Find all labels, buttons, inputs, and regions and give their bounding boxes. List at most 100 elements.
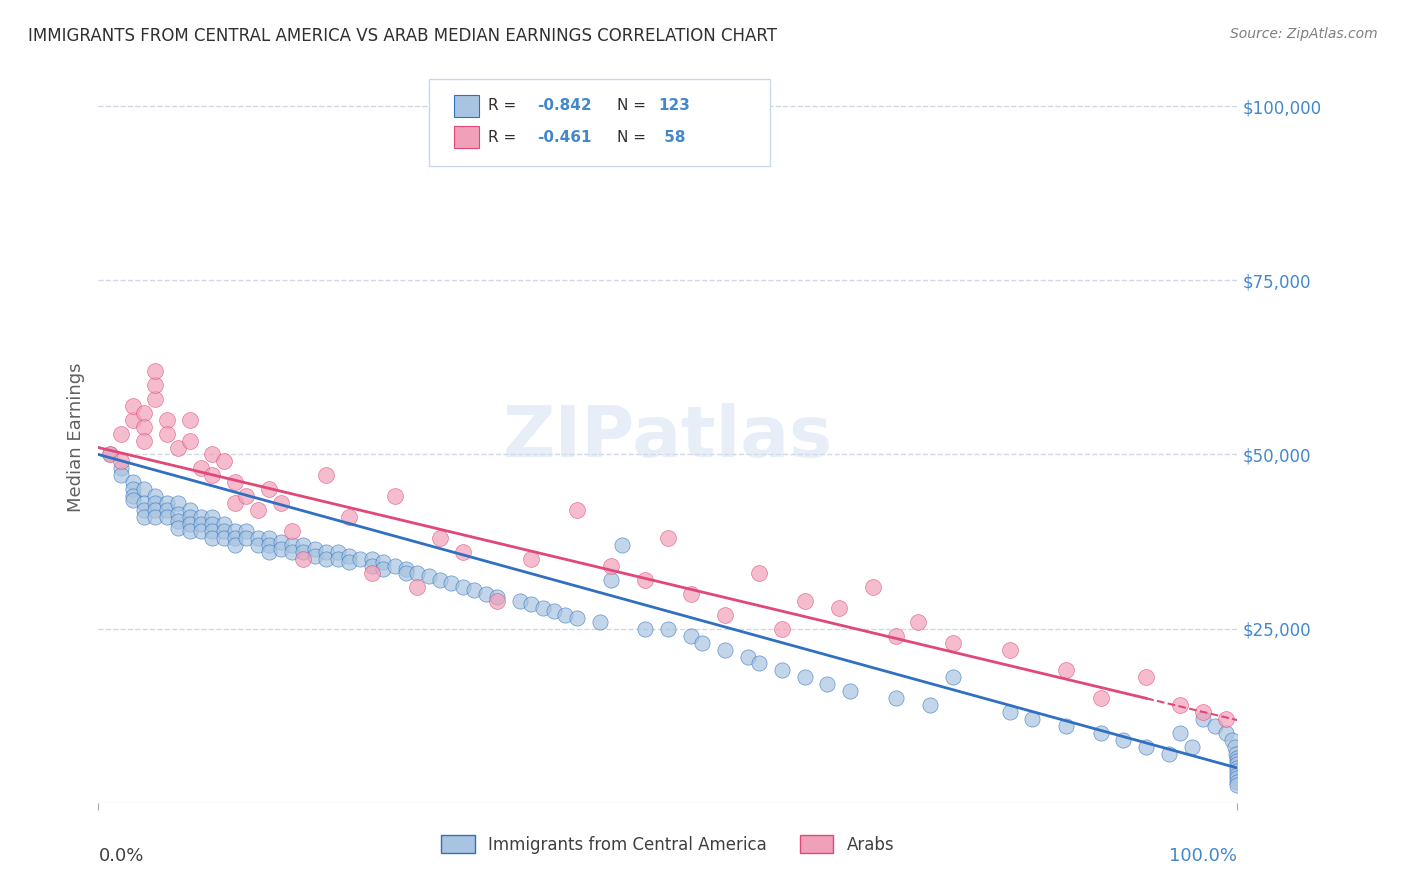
Point bbox=[440, 576, 463, 591]
Point bbox=[1192, 712, 1215, 726]
Point bbox=[509, 594, 531, 608]
Point bbox=[451, 580, 474, 594]
Point bbox=[121, 492, 143, 507]
Point bbox=[145, 496, 167, 510]
Point bbox=[132, 510, 155, 524]
Point bbox=[554, 607, 576, 622]
Point bbox=[110, 461, 132, 475]
Point bbox=[907, 615, 929, 629]
Point bbox=[259, 538, 281, 552]
Point bbox=[1226, 775, 1249, 789]
Point bbox=[1112, 733, 1135, 747]
Point bbox=[429, 573, 451, 587]
Point bbox=[565, 611, 588, 625]
Point bbox=[737, 649, 759, 664]
Point bbox=[884, 691, 907, 706]
Point bbox=[156, 412, 179, 426]
Point bbox=[190, 461, 212, 475]
Point bbox=[315, 468, 337, 483]
Point bbox=[224, 531, 246, 545]
Point bbox=[418, 569, 440, 583]
Point bbox=[179, 517, 201, 532]
Point bbox=[486, 594, 509, 608]
Point bbox=[246, 538, 269, 552]
Point bbox=[201, 448, 224, 462]
Point bbox=[315, 552, 337, 566]
Text: -0.842: -0.842 bbox=[537, 98, 592, 113]
Point bbox=[201, 524, 224, 538]
Bar bbox=[454, 126, 479, 148]
Point bbox=[839, 684, 862, 698]
Point bbox=[304, 541, 326, 556]
Point bbox=[406, 580, 429, 594]
Point bbox=[337, 549, 360, 563]
Point bbox=[190, 510, 212, 524]
Point bbox=[121, 475, 143, 490]
Point bbox=[531, 600, 554, 615]
Text: 100.0%: 100.0% bbox=[1170, 847, 1237, 864]
Point bbox=[156, 503, 179, 517]
Point bbox=[179, 503, 201, 517]
Point bbox=[474, 587, 496, 601]
Point bbox=[167, 514, 190, 528]
Point bbox=[145, 510, 167, 524]
Point bbox=[918, 698, 941, 713]
Point bbox=[770, 622, 793, 636]
Point bbox=[201, 517, 224, 532]
Point bbox=[212, 454, 235, 468]
Point bbox=[520, 552, 543, 566]
Point bbox=[1204, 719, 1226, 733]
Point bbox=[212, 531, 235, 545]
Point bbox=[337, 556, 360, 570]
Point bbox=[1090, 691, 1112, 706]
Point bbox=[110, 454, 132, 468]
Point bbox=[337, 510, 360, 524]
Point bbox=[145, 364, 167, 378]
Point bbox=[259, 545, 281, 559]
Point bbox=[179, 510, 201, 524]
Point bbox=[520, 597, 543, 611]
Point bbox=[145, 377, 167, 392]
Point bbox=[292, 545, 315, 559]
Point bbox=[1181, 740, 1204, 755]
Point bbox=[998, 642, 1021, 657]
Point bbox=[110, 468, 132, 483]
Point bbox=[463, 583, 485, 598]
Point bbox=[145, 489, 167, 503]
Point bbox=[1226, 754, 1249, 768]
Point bbox=[235, 489, 257, 503]
Point bbox=[748, 566, 770, 580]
Point bbox=[190, 517, 212, 532]
Text: -0.461: -0.461 bbox=[537, 129, 592, 145]
Point bbox=[395, 562, 418, 576]
Point bbox=[1090, 726, 1112, 740]
Point bbox=[326, 545, 349, 559]
Point bbox=[815, 677, 838, 691]
Text: Source: ZipAtlas.com: Source: ZipAtlas.com bbox=[1230, 27, 1378, 41]
Point bbox=[690, 635, 713, 649]
Point bbox=[349, 552, 371, 566]
Text: IMMIGRANTS FROM CENTRAL AMERICA VS ARAB MEDIAN EARNINGS CORRELATION CHART: IMMIGRANTS FROM CENTRAL AMERICA VS ARAB … bbox=[28, 27, 778, 45]
Point bbox=[235, 531, 257, 545]
Point bbox=[1054, 719, 1078, 733]
Point bbox=[281, 538, 304, 552]
Point bbox=[246, 531, 269, 545]
Point bbox=[326, 552, 349, 566]
Point bbox=[1054, 664, 1078, 678]
Point bbox=[1192, 705, 1215, 719]
Point bbox=[259, 531, 281, 545]
Point bbox=[384, 558, 406, 573]
Point bbox=[246, 503, 269, 517]
Point bbox=[828, 600, 851, 615]
Y-axis label: Median Earnings: Median Earnings bbox=[66, 362, 84, 512]
Point bbox=[1225, 747, 1247, 761]
Point bbox=[1170, 698, 1192, 713]
Point bbox=[371, 562, 394, 576]
Point bbox=[1226, 778, 1249, 792]
Point bbox=[156, 496, 179, 510]
Point bbox=[1226, 764, 1249, 779]
Point bbox=[1170, 726, 1192, 740]
Point bbox=[1135, 740, 1157, 755]
Point bbox=[224, 496, 246, 510]
Point bbox=[156, 510, 179, 524]
